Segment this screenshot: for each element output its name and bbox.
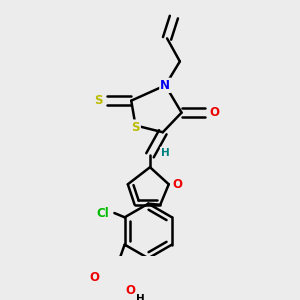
Text: S: S xyxy=(131,121,140,134)
Text: O: O xyxy=(126,284,136,297)
Text: O: O xyxy=(209,106,219,119)
Text: S: S xyxy=(94,94,103,107)
Text: O: O xyxy=(89,271,99,284)
Text: H: H xyxy=(136,294,145,300)
Text: O: O xyxy=(172,178,182,191)
Text: Cl: Cl xyxy=(96,206,109,220)
Text: N: N xyxy=(160,79,170,92)
Text: H: H xyxy=(161,148,170,158)
